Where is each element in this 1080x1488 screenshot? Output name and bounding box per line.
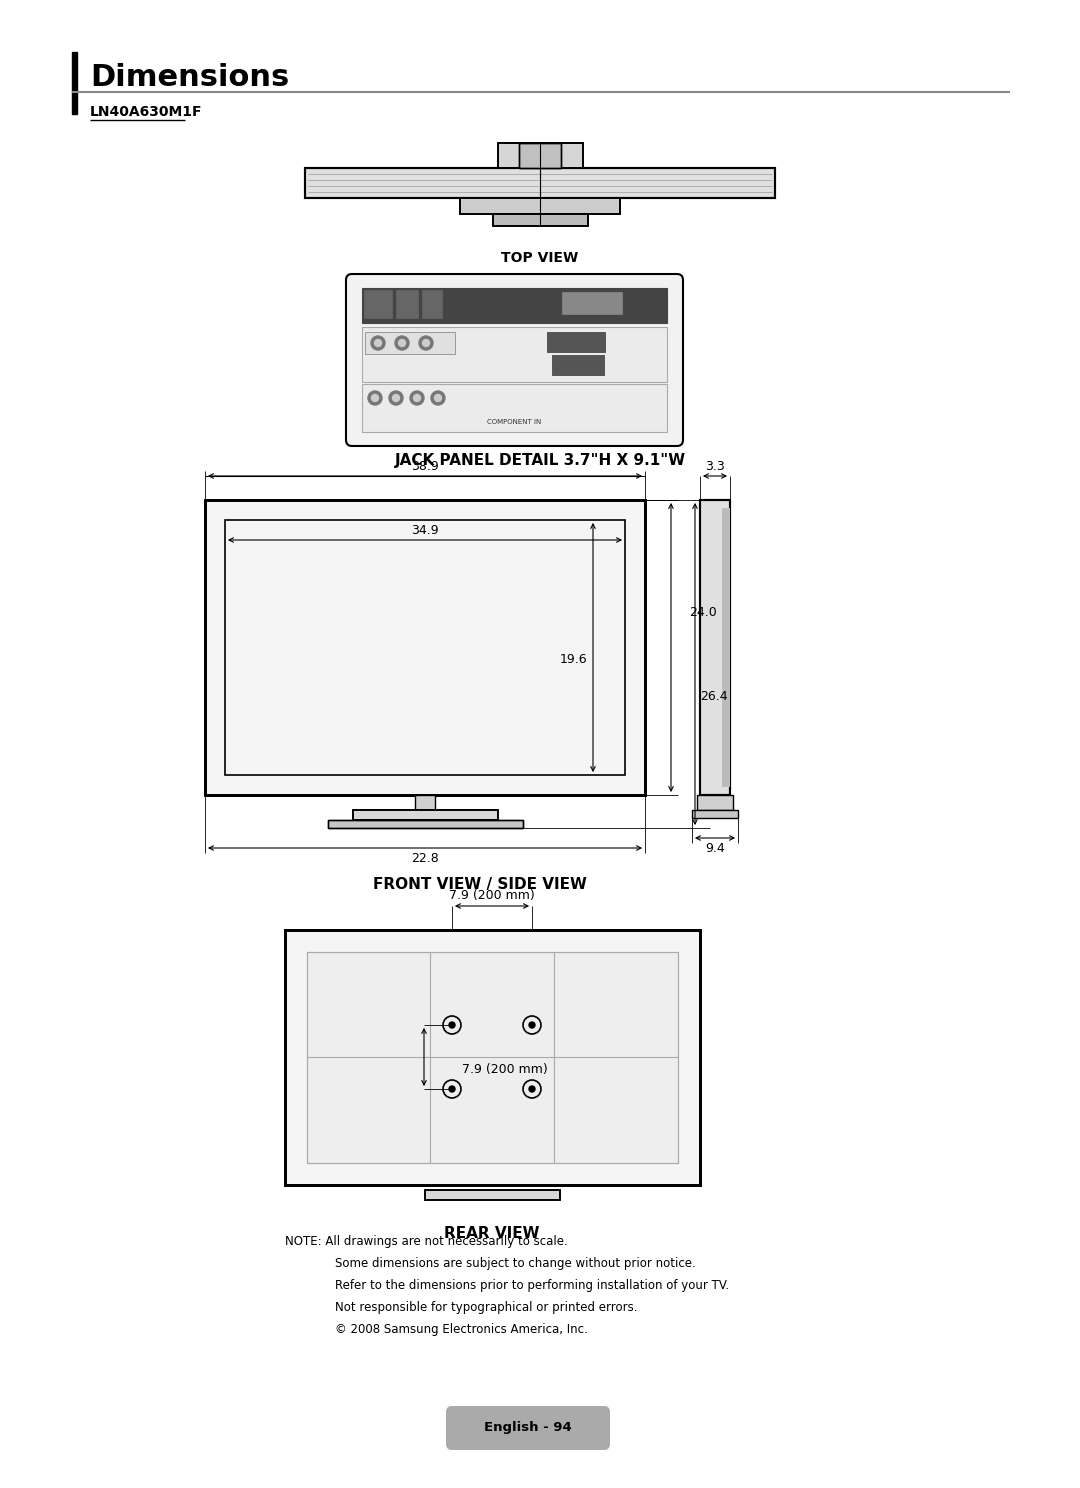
Circle shape <box>449 1022 455 1028</box>
Bar <box>492 214 588 226</box>
Circle shape <box>375 339 381 347</box>
Circle shape <box>449 1086 455 1092</box>
Text: 22.8: 22.8 <box>411 853 438 866</box>
Bar <box>546 332 605 353</box>
Circle shape <box>419 336 433 350</box>
Circle shape <box>399 339 405 347</box>
Text: COMPONENT IN: COMPONENT IN <box>487 420 541 426</box>
Text: 19.6: 19.6 <box>559 653 586 667</box>
Bar <box>305 168 775 198</box>
Text: FRONT VIEW / SIDE VIEW: FRONT VIEW / SIDE VIEW <box>373 878 586 893</box>
Bar <box>205 500 645 795</box>
Bar <box>700 500 730 795</box>
Bar <box>492 214 588 226</box>
Text: NOTE: All drawings are not necessarily to scale.: NOTE: All drawings are not necessarily t… <box>285 1235 568 1248</box>
Text: 34.9: 34.9 <box>411 524 438 537</box>
Bar <box>519 143 561 168</box>
Circle shape <box>372 394 378 402</box>
Circle shape <box>422 339 430 347</box>
Text: © 2008 Samsung Electronics America, Inc.: © 2008 Samsung Electronics America, Inc. <box>335 1323 588 1336</box>
Circle shape <box>431 391 445 405</box>
Bar <box>285 930 700 1184</box>
Bar <box>307 952 678 1164</box>
Bar <box>362 327 667 382</box>
Bar <box>415 795 435 809</box>
Bar <box>305 168 775 198</box>
FancyBboxPatch shape <box>446 1406 610 1449</box>
Text: 38.9: 38.9 <box>411 460 438 473</box>
Text: Some dimensions are subject to change without prior notice.: Some dimensions are subject to change wi… <box>335 1257 696 1269</box>
Bar <box>362 384 667 432</box>
Circle shape <box>434 394 442 402</box>
Bar <box>700 500 730 795</box>
Circle shape <box>389 391 403 405</box>
Text: Dimensions: Dimensions <box>90 64 289 92</box>
Bar <box>552 356 604 375</box>
Bar <box>498 143 583 168</box>
Bar <box>353 809 498 820</box>
Bar <box>692 809 738 818</box>
Bar <box>307 952 678 1164</box>
Text: 9.4: 9.4 <box>705 842 725 856</box>
Circle shape <box>529 1086 535 1092</box>
Bar <box>225 519 625 775</box>
Text: 24.0: 24.0 <box>689 606 717 619</box>
Bar <box>460 198 620 214</box>
Bar <box>362 289 667 323</box>
Bar <box>498 143 583 168</box>
Circle shape <box>372 336 384 350</box>
Bar <box>285 930 700 1184</box>
Text: 26.4: 26.4 <box>700 690 728 704</box>
Circle shape <box>414 394 420 402</box>
Text: 3.3: 3.3 <box>705 460 725 473</box>
Circle shape <box>392 394 400 402</box>
Bar <box>353 809 498 820</box>
Bar <box>422 290 442 318</box>
Bar <box>364 290 392 318</box>
Circle shape <box>395 336 409 350</box>
FancyBboxPatch shape <box>346 274 683 446</box>
Bar <box>562 292 622 314</box>
Circle shape <box>529 1022 535 1028</box>
Bar <box>72 52 77 115</box>
Text: 7.9 (200 mm): 7.9 (200 mm) <box>449 890 535 903</box>
Bar <box>697 795 733 809</box>
Circle shape <box>368 391 382 405</box>
Bar <box>328 820 523 827</box>
Bar <box>723 507 730 787</box>
Text: English - 94: English - 94 <box>484 1421 572 1434</box>
Bar <box>328 820 523 827</box>
Text: 7.9 (200 mm): 7.9 (200 mm) <box>462 1062 548 1076</box>
Bar <box>205 500 645 795</box>
Text: TOP VIEW: TOP VIEW <box>501 251 579 265</box>
Text: Not responsible for typographical or printed errors.: Not responsible for typographical or pri… <box>335 1301 637 1314</box>
Bar <box>396 290 418 318</box>
Text: Refer to the dimensions prior to performing installation of your TV.: Refer to the dimensions prior to perform… <box>335 1280 729 1292</box>
Text: LN40A630M1F: LN40A630M1F <box>90 106 203 119</box>
Circle shape <box>410 391 424 405</box>
Bar <box>365 332 455 354</box>
Text: REAR VIEW: REAR VIEW <box>444 1226 540 1241</box>
Bar <box>426 1190 561 1199</box>
Text: JACK PANEL DETAIL 3.7"H X 9.1"W: JACK PANEL DETAIL 3.7"H X 9.1"W <box>394 452 686 467</box>
Bar <box>426 1190 561 1199</box>
Bar <box>460 198 620 214</box>
Bar <box>519 143 561 168</box>
